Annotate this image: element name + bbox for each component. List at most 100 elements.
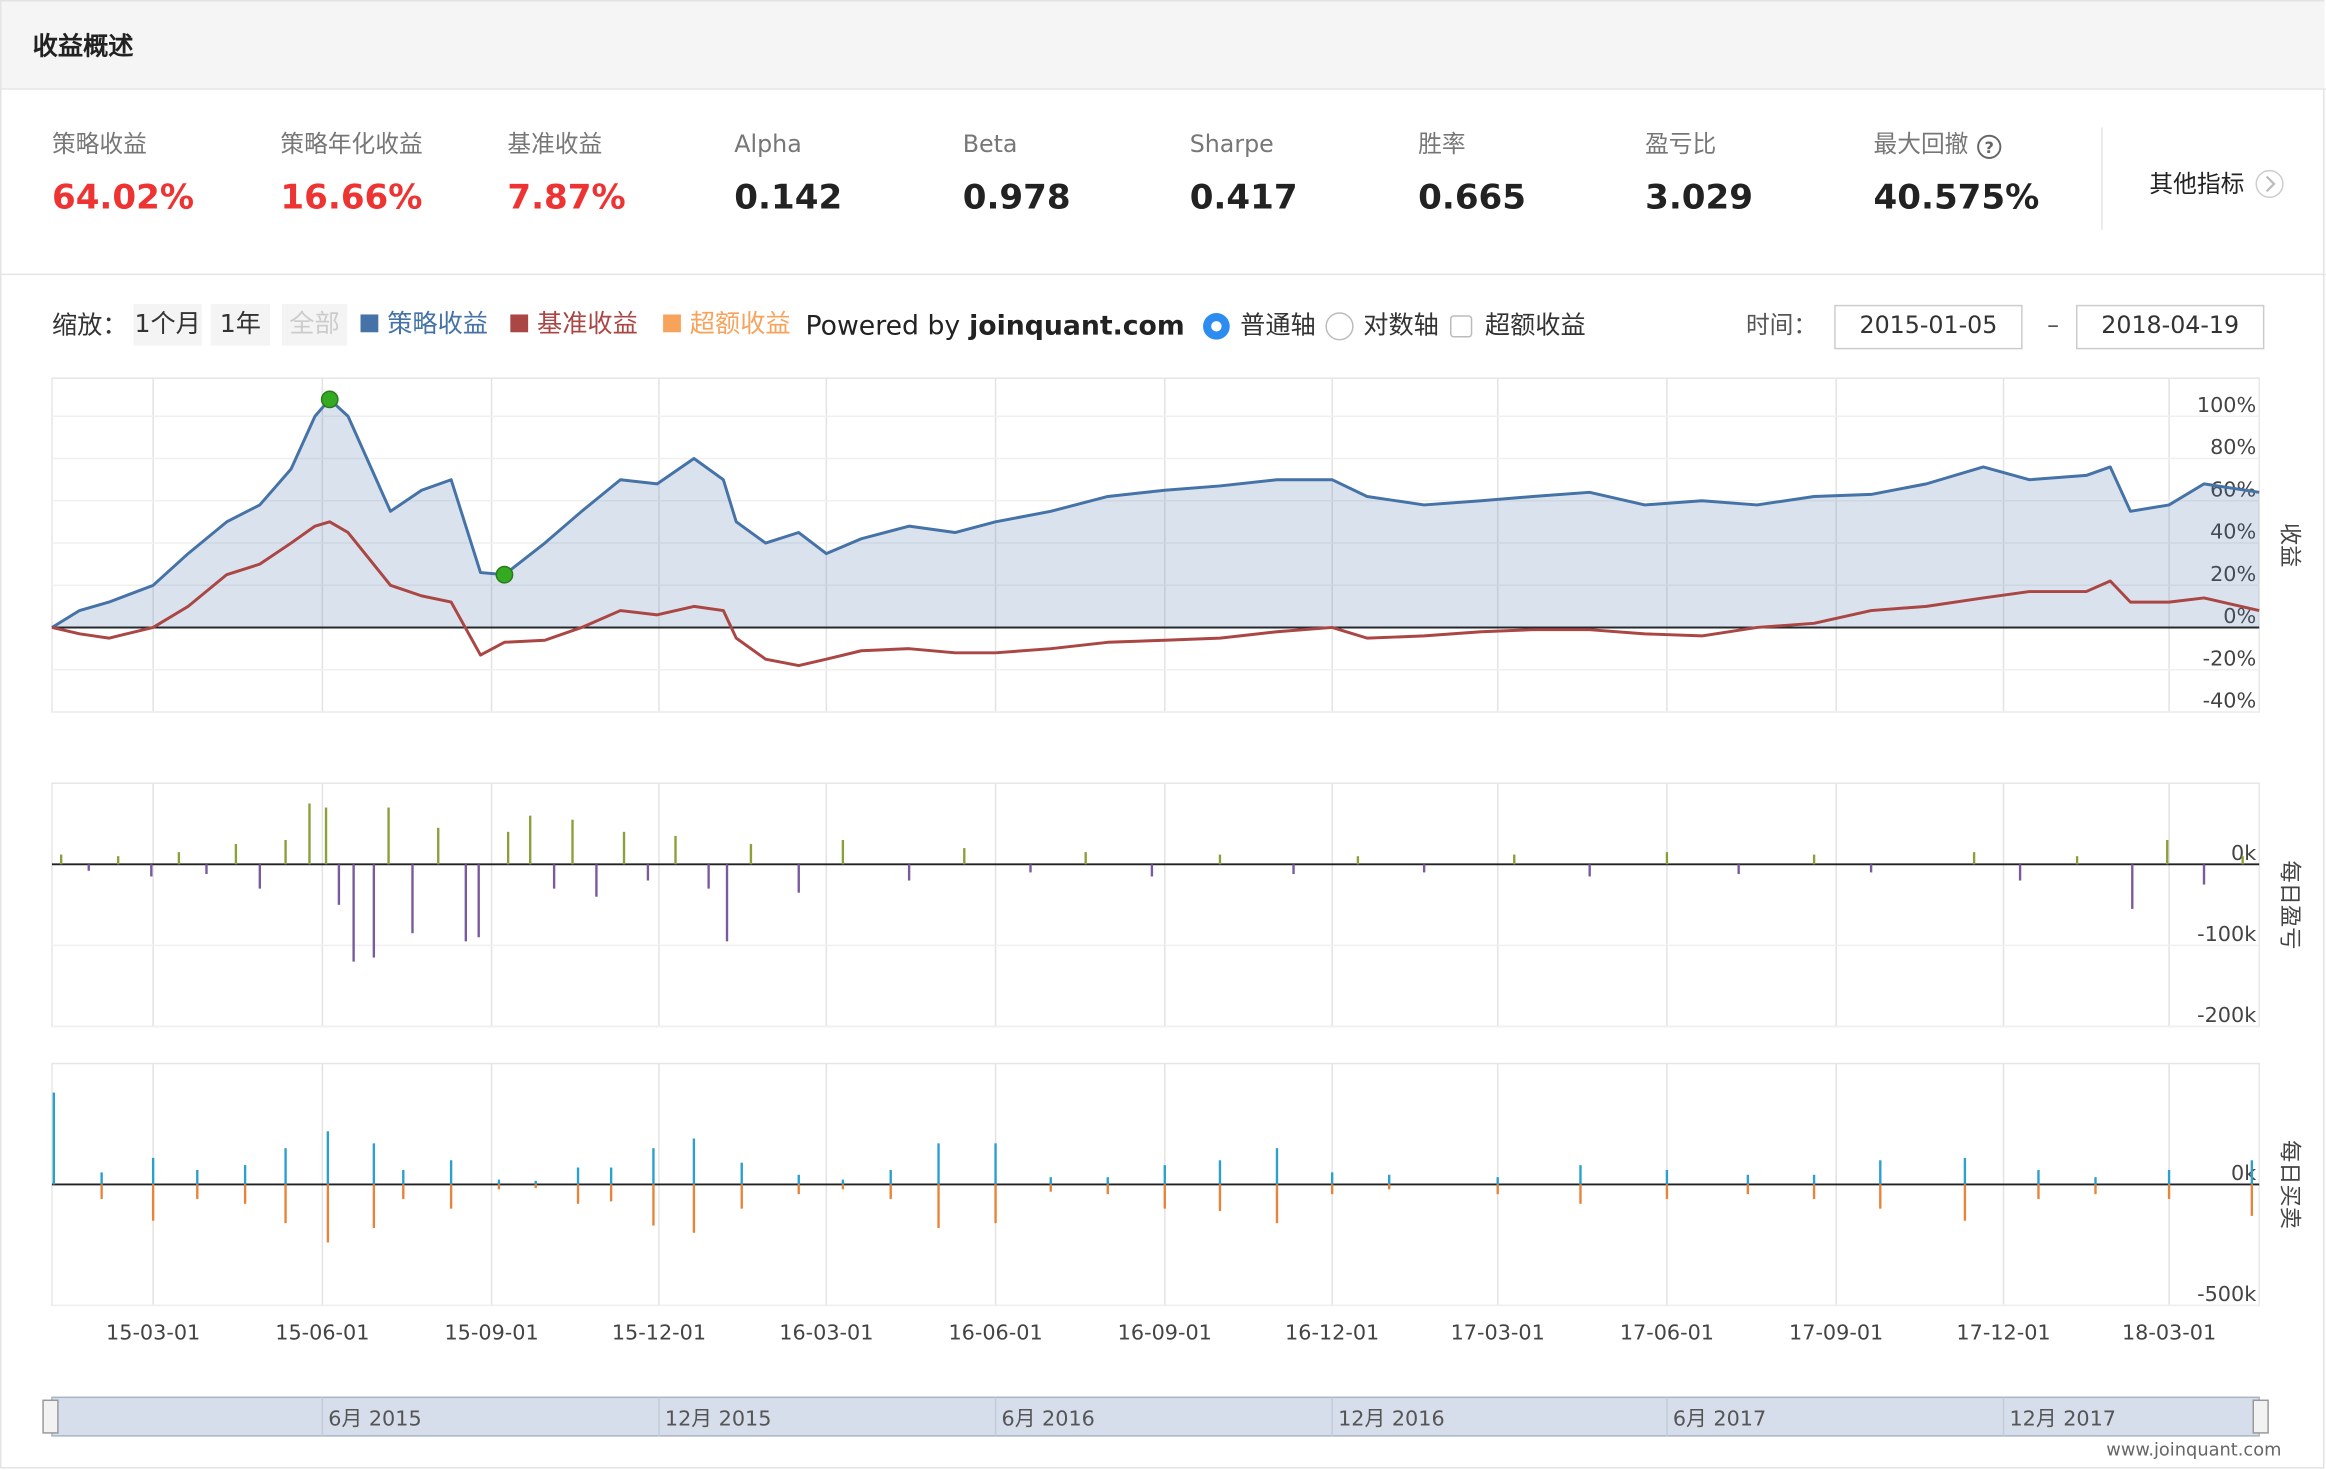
bar bbox=[797, 1174, 800, 1185]
x-tick-label: 17-06-01 bbox=[1620, 1321, 1714, 1345]
stat-label: 胜率 bbox=[1418, 130, 1465, 158]
bar bbox=[402, 1184, 405, 1199]
navigator[interactable] bbox=[51, 1396, 2260, 1437]
bar bbox=[1665, 1169, 1669, 1185]
bar bbox=[372, 864, 376, 958]
bar bbox=[749, 844, 753, 865]
bar bbox=[284, 839, 287, 865]
bar bbox=[117, 856, 120, 865]
stat-value: 0.142 bbox=[734, 177, 842, 217]
x-tick-label: 15-09-01 bbox=[444, 1321, 538, 1345]
zoom-button-label[interactable]: 全部 bbox=[289, 309, 339, 338]
bar bbox=[324, 807, 328, 865]
bar bbox=[402, 1169, 405, 1185]
bar bbox=[258, 864, 262, 889]
bar bbox=[725, 864, 729, 942]
navigator-handle[interactable] bbox=[2252, 1399, 2269, 1434]
legend-label[interactable]: 基准收益 bbox=[537, 309, 638, 338]
stat-value: 16.66% bbox=[280, 177, 422, 217]
bar bbox=[100, 1172, 103, 1185]
radio-label[interactable]: 普通轴 bbox=[1240, 310, 1316, 339]
help-icon[interactable] bbox=[1977, 134, 2002, 159]
radio-dot bbox=[1211, 321, 1222, 332]
zoom-button[interactable] bbox=[281, 304, 348, 346]
x-tick-label: 16-09-01 bbox=[1118, 1321, 1212, 1345]
navigator-label: 6月 2015 bbox=[328, 1407, 421, 1431]
bar bbox=[1163, 1165, 1166, 1185]
legend: 策略收益 基准收益 超额收益 bbox=[360, 309, 791, 338]
bar bbox=[151, 1184, 155, 1221]
bar bbox=[497, 1179, 501, 1185]
date-input-value[interactable]: 2018-04-19 bbox=[2101, 311, 2239, 339]
radio-label[interactable]: 对数轴 bbox=[1363, 310, 1439, 339]
bar bbox=[243, 1184, 247, 1204]
date-input-value[interactable]: 2015-01-05 bbox=[1859, 311, 1997, 339]
navigator-labels: 6月 2015 12月 2015 6月 2016 12月 2016 6月 2017 12月… bbox=[321, 1397, 2116, 1436]
bar bbox=[576, 1167, 580, 1185]
bar bbox=[1422, 864, 1426, 873]
navigator-label: 12月 2015 bbox=[665, 1407, 772, 1431]
bar bbox=[707, 864, 710, 889]
bar bbox=[2131, 864, 2134, 909]
bar bbox=[196, 1184, 199, 1199]
other-metrics[interactable]: 其他指标 bbox=[2149, 170, 2244, 198]
x-tick-label: 17-09-01 bbox=[1789, 1321, 1883, 1345]
date-input[interactable] bbox=[2076, 304, 2265, 350]
checkbox[interactable] bbox=[1450, 315, 1473, 338]
bar bbox=[1579, 1184, 1582, 1204]
zoom-button-label[interactable]: 1年 bbox=[220, 309, 261, 338]
date-input[interactable] bbox=[1834, 304, 2023, 350]
bar bbox=[449, 1160, 453, 1185]
y-axis-title: 每日买卖 bbox=[2276, 1140, 2302, 1229]
bar bbox=[1496, 1177, 1499, 1185]
bar bbox=[1579, 1165, 1582, 1185]
y-tick-label: 0k bbox=[2231, 841, 2256, 865]
stat-value: 0.665 bbox=[1418, 177, 1526, 217]
y-tick-label: 100% bbox=[2197, 393, 2256, 417]
bar bbox=[1737, 864, 1740, 875]
radio[interactable] bbox=[1325, 312, 1354, 341]
zoom-button-label[interactable]: 1个月 bbox=[134, 309, 200, 338]
bar bbox=[1106, 1184, 1109, 1195]
bar bbox=[1106, 1177, 1109, 1185]
stat-value: 7.87% bbox=[507, 177, 625, 217]
legend-swatch[interactable] bbox=[663, 314, 681, 333]
bar bbox=[87, 864, 90, 871]
checkbox-label[interactable]: 超额收益 bbox=[1485, 310, 1586, 339]
bar bbox=[692, 1138, 696, 1185]
bar bbox=[477, 864, 480, 938]
bar bbox=[576, 1184, 580, 1204]
stat-label: 最大回撤 bbox=[1874, 130, 1969, 158]
zoom-button[interactable] bbox=[133, 304, 202, 346]
arrow-icon[interactable] bbox=[2255, 169, 2284, 199]
bar bbox=[2094, 1184, 2097, 1195]
navigator-handle[interactable] bbox=[42, 1399, 59, 1434]
marker bbox=[320, 390, 339, 409]
y-axis-title: 收益 bbox=[2276, 523, 2302, 567]
bar bbox=[151, 1157, 155, 1185]
zoom-button[interactable] bbox=[210, 304, 271, 346]
bar bbox=[1330, 1172, 1334, 1185]
bar bbox=[2075, 856, 2079, 865]
help-icon: ? bbox=[1984, 138, 1993, 157]
bar bbox=[372, 1143, 376, 1185]
legend-label[interactable]: 超额收益 bbox=[690, 309, 791, 338]
y-tick-label: -100k bbox=[2197, 922, 2256, 946]
bar bbox=[326, 1184, 330, 1243]
bar bbox=[2166, 839, 2169, 865]
legend-swatch[interactable] bbox=[360, 314, 379, 333]
stat-value: 40.575% bbox=[1874, 177, 2040, 217]
legend-label[interactable]: 策略收益 bbox=[387, 309, 488, 338]
bar bbox=[387, 807, 390, 865]
stat-label: 策略收益 bbox=[52, 130, 147, 158]
legend-swatch[interactable] bbox=[510, 314, 529, 333]
bar bbox=[529, 815, 532, 865]
bar bbox=[284, 1148, 287, 1185]
bar bbox=[497, 1184, 501, 1190]
bar bbox=[372, 1184, 376, 1228]
navigator-label: 6月 2017 bbox=[1673, 1407, 1766, 1431]
y-axis-title: 每日盈亏 bbox=[2276, 860, 2302, 949]
stat-value: 0.417 bbox=[1190, 177, 1298, 217]
bar bbox=[1963, 1184, 1967, 1221]
